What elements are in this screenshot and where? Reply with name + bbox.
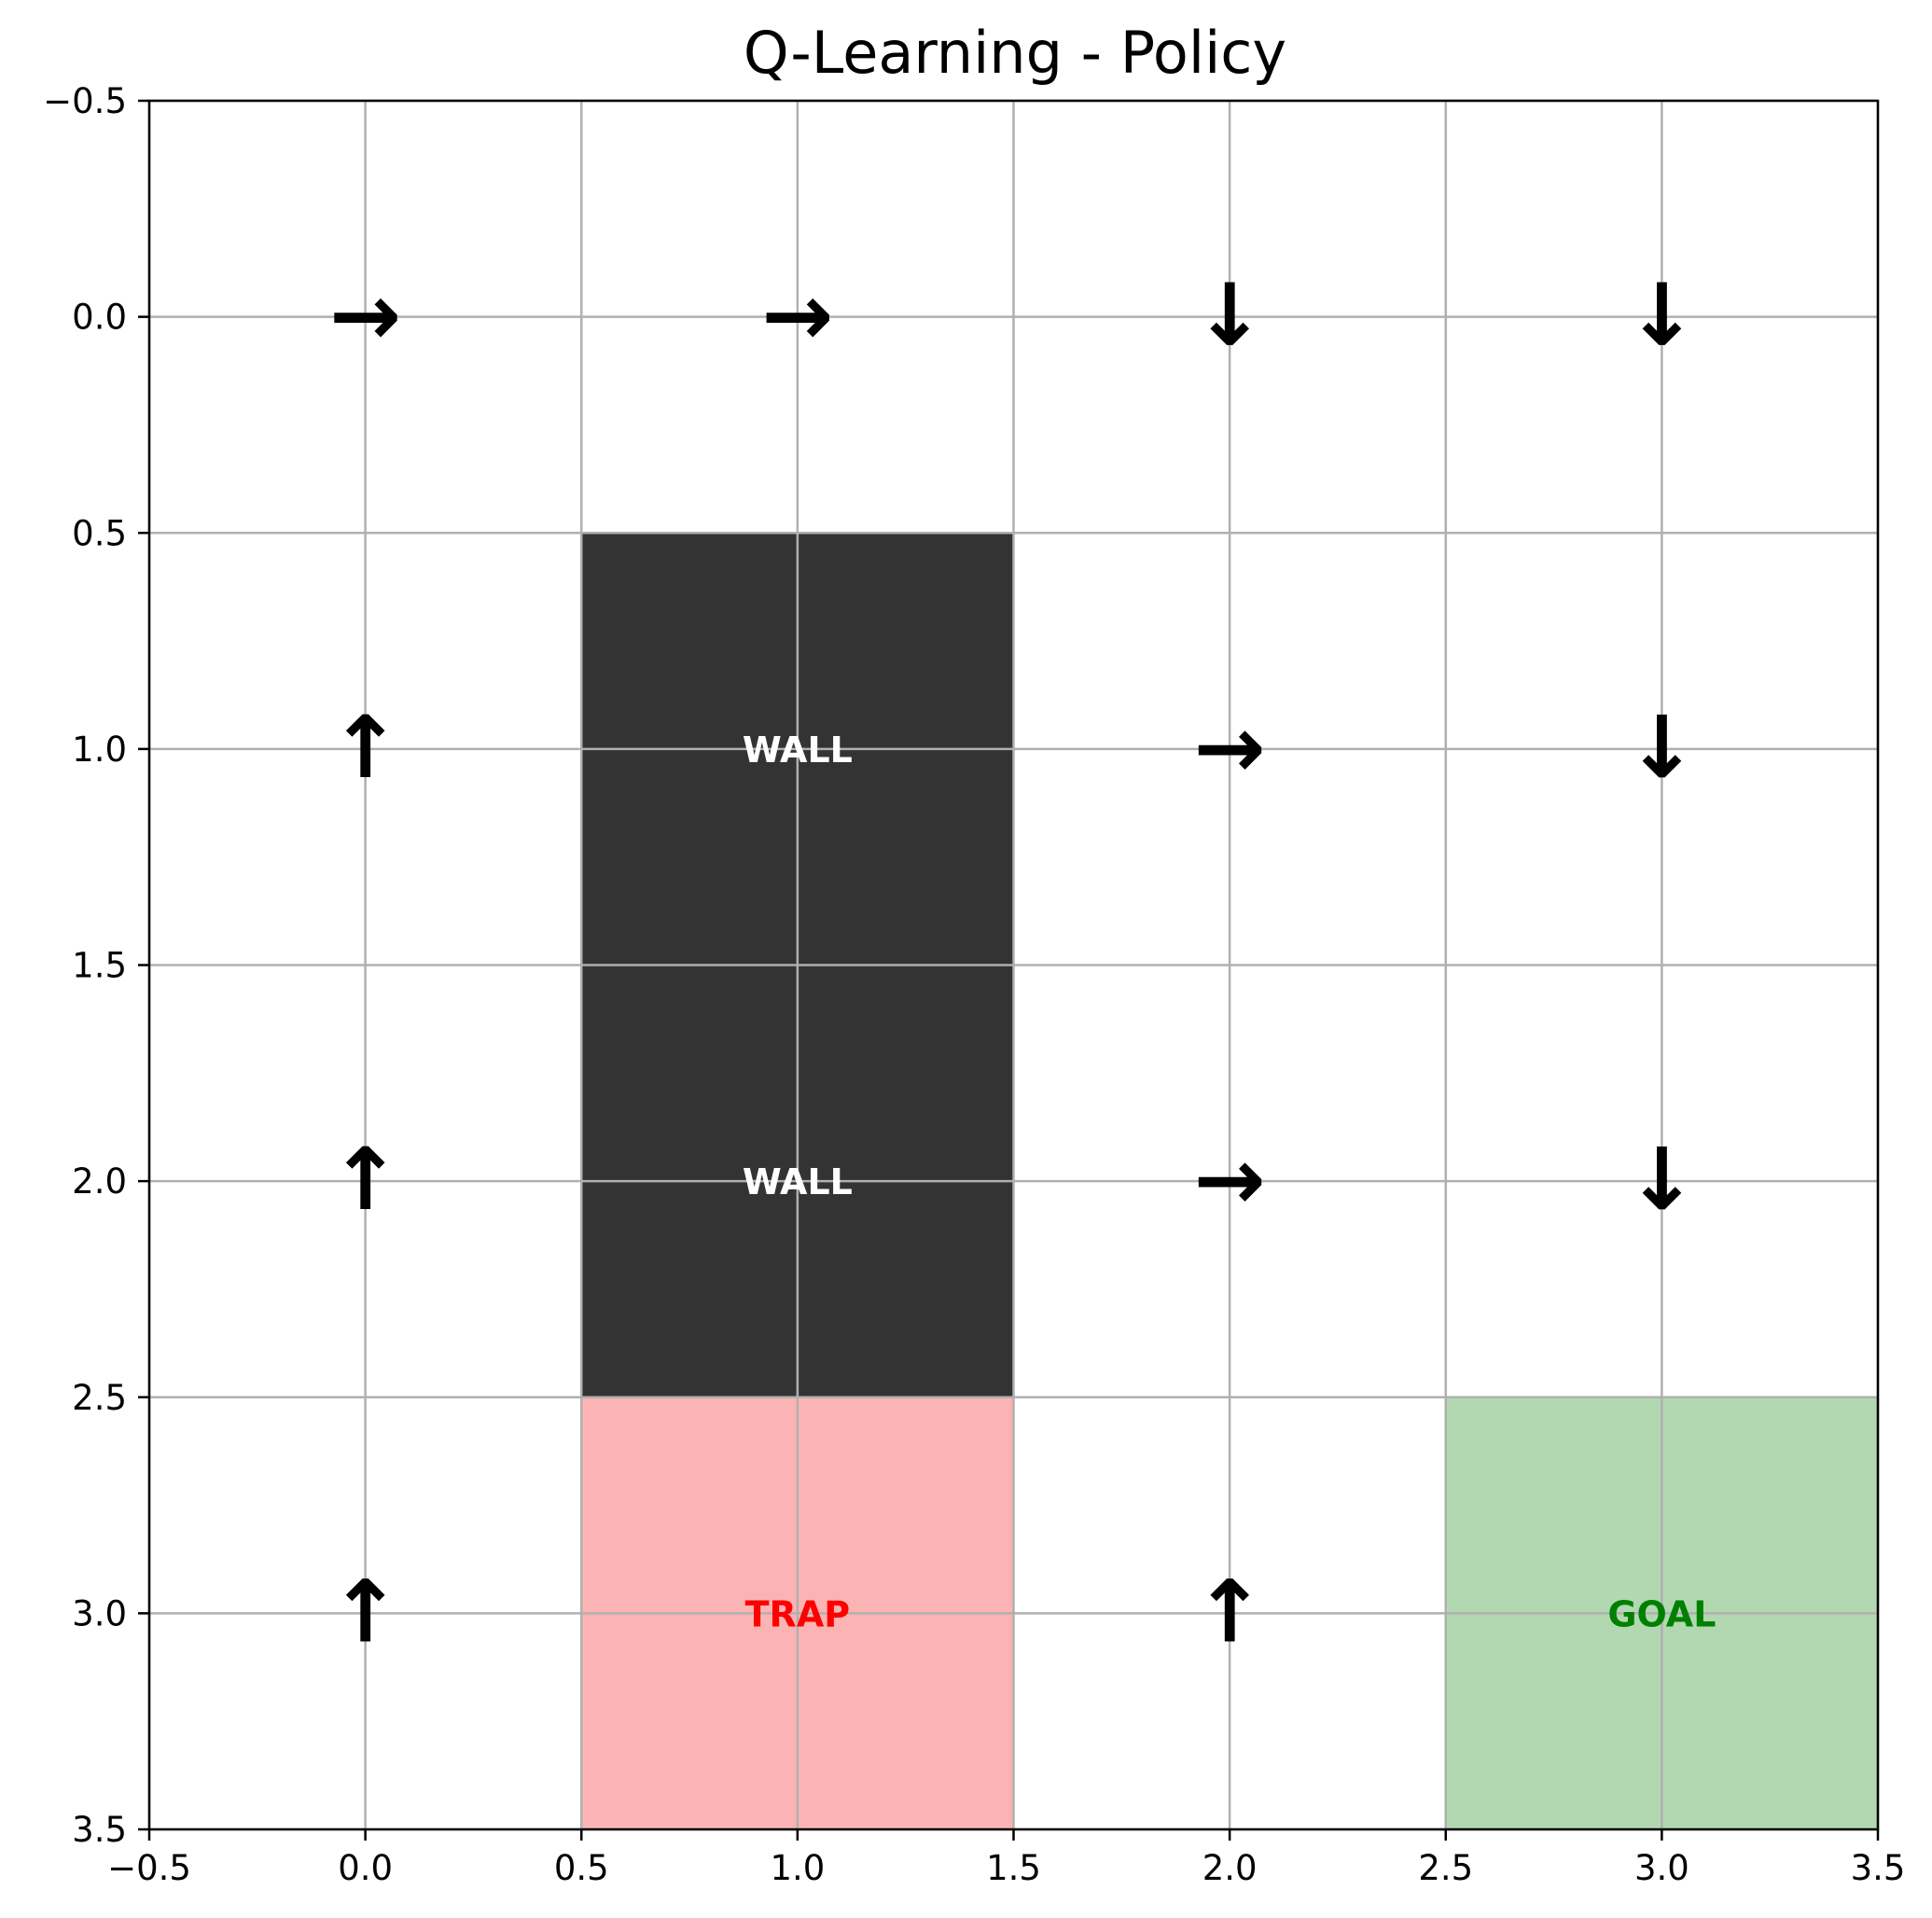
wall-label: WALL: [743, 1161, 853, 1202]
policy-arrows-layer: → → ↓ ↓ ↑ → ↓ ↑ → ↓ ↑ ↑: [329, 266, 1698, 1662]
ticks-layer: −0.5 0.0 0.5 1.0 1.5 2.0 2.5 3.0 3.5−0.50.00.51.…: [43, 81, 1905, 1888]
wall-label: WALL: [743, 730, 853, 771]
policy-arrow-down: ↓: [1626, 266, 1698, 366]
policy-arrow-down: ↓: [1626, 698, 1698, 798]
chart-title: Q-Learning - Policy: [744, 19, 1286, 87]
x-tick-label: 1.0: [770, 1848, 825, 1888]
y-tick-label: 1.5: [72, 946, 127, 986]
x-tick-label: 2.0: [1202, 1848, 1258, 1888]
trap-label: TRAP: [745, 1593, 850, 1634]
x-tick-label: 3.5: [1851, 1848, 1906, 1888]
y-tick-label: 3.5: [72, 1810, 127, 1850]
y-tick-label: 0.0: [72, 298, 127, 338]
policy-arrow-up: ↑: [329, 1130, 401, 1230]
y-tick-label: 1.0: [72, 730, 127, 770]
policy-arrow-right: →: [1194, 698, 1266, 798]
policy-arrow-up: ↑: [329, 698, 401, 798]
y-tick-label: −0.5: [43, 81, 127, 121]
policy-arrow-down: ↓: [1194, 266, 1266, 366]
x-tick-label: 1.5: [986, 1848, 1041, 1888]
x-tick-label: −0.5: [107, 1848, 191, 1888]
x-tick-label: 3.0: [1634, 1848, 1689, 1888]
cell-labels-layer: WALL WALL TRAP GOAL: [743, 730, 1717, 1635]
y-tick-label: 0.5: [72, 513, 127, 553]
x-tick-label: 2.5: [1418, 1848, 1473, 1888]
policy-arrow-right: →: [329, 266, 401, 366]
policy-arrow-up: ↑: [329, 1562, 401, 1661]
y-tick-label: 2.5: [72, 1378, 127, 1418]
y-tick-label: 3.0: [72, 1593, 127, 1633]
policy-arrow-up: ↑: [1194, 1562, 1266, 1661]
y-tick-label: 2.0: [72, 1161, 127, 1202]
policy-arrow-down: ↓: [1626, 1130, 1698, 1230]
policy-arrow-right: →: [761, 266, 833, 366]
x-tick-label: 0.5: [554, 1848, 609, 1888]
x-tick-label: 0.0: [338, 1848, 393, 1888]
goal-label: GOAL: [1607, 1593, 1716, 1634]
policy-arrow-right: →: [1194, 1130, 1266, 1230]
